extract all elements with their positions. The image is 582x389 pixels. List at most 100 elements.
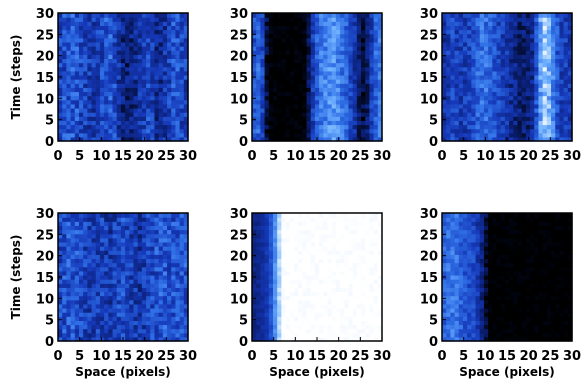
heatmap-cell [272, 332, 278, 338]
heatmap-cell [70, 37, 76, 43]
heatmap-cell [356, 295, 362, 301]
heatmap-cell [483, 107, 489, 113]
heatmap-cell [281, 336, 287, 342]
heatmap-cell [373, 21, 379, 26]
heatmap-cell [116, 250, 122, 255]
heatmap-cell [133, 270, 139, 276]
heatmap-cell [542, 120, 548, 126]
heatmap-cell [369, 25, 375, 31]
heatmap-cell [454, 13, 460, 18]
heatmap-cell [277, 120, 282, 126]
heatmap-cell [256, 221, 261, 226]
heatmap-cell [513, 74, 519, 80]
heatmap-cell [171, 99, 177, 105]
heatmap-cell [492, 120, 498, 126]
heatmap-cell [373, 237, 379, 243]
heatmap-cell [335, 303, 341, 309]
heatmap-cell [66, 233, 72, 239]
heatmap-cell [171, 136, 177, 142]
heatmap-cell [260, 58, 266, 64]
heatmap-cell [352, 41, 358, 47]
heatmap-cell [340, 266, 345, 272]
heatmap-cell [475, 99, 481, 105]
heatmap-cell [183, 241, 189, 247]
heatmap-cell [104, 299, 109, 305]
heatmap-cell [289, 336, 295, 342]
heatmap-cell [162, 295, 168, 301]
heatmap-cell [104, 21, 109, 26]
heatmap-cell [365, 291, 371, 297]
heatmap-cell [108, 283, 114, 288]
heatmap-cell [83, 312, 88, 317]
heatmap-cell [87, 128, 93, 134]
heatmap-cell [277, 136, 282, 142]
heatmap-cell [78, 112, 84, 117]
heatmap-cell [488, 91, 493, 97]
x-tick-label: 15 [114, 149, 132, 164]
heatmap-cell [496, 33, 502, 39]
heatmap-cell [252, 312, 257, 317]
heatmap-cell [87, 312, 93, 317]
heatmap-cell [158, 54, 164, 60]
heatmap-cell [66, 225, 72, 231]
heatmap-cell [70, 83, 76, 88]
heatmap-cell [555, 33, 561, 39]
heatmap-cell [302, 303, 308, 309]
heatmap-cell [479, 21, 485, 26]
heatmap-cell [517, 46, 523, 51]
heatmap-cell [108, 332, 114, 338]
heatmap-cell [104, 87, 109, 93]
heatmap-cell [146, 279, 151, 284]
heatmap-cell [504, 33, 510, 39]
heatmap-cell [471, 74, 477, 80]
heatmap-cell [525, 103, 531, 109]
heatmap-cell [306, 120, 312, 126]
heatmap-cell [171, 58, 177, 64]
heatmap-cell [129, 62, 135, 68]
heatmap-cell [340, 41, 345, 47]
heatmap-cell [298, 46, 303, 51]
heatmap-cell [546, 99, 552, 105]
heatmap-cell [310, 233, 316, 239]
heatmap-cell [289, 307, 295, 313]
heatmap-cell [542, 95, 548, 101]
heatmap-cell [260, 254, 266, 260]
heatmap-cell [104, 221, 109, 226]
heatmap-cell [277, 29, 282, 35]
heatmap-cell [369, 83, 375, 88]
heatmap-cell [95, 25, 101, 31]
heatmap-cell [260, 83, 266, 88]
heatmap-cells [58, 213, 189, 342]
heatmap-cell [281, 237, 287, 243]
heatmap-cell [175, 37, 181, 43]
heatmap-cell [70, 274, 76, 280]
heatmap-cell [500, 58, 506, 64]
heatmap-cell [91, 25, 97, 31]
heatmap-cell [162, 241, 168, 247]
heatmap-cell [319, 217, 324, 222]
heatmap-cell [125, 307, 130, 313]
heatmap-cell [555, 54, 561, 60]
heatmap-cell [504, 21, 510, 26]
heatmap-cell [268, 241, 274, 247]
heatmap-cell [175, 332, 181, 338]
heatmap-cell [467, 95, 472, 101]
heatmap-cell [66, 266, 72, 272]
y-tick-label: 25 [36, 228, 54, 243]
heatmap-cell [91, 46, 97, 51]
heatmap-cell [162, 37, 168, 43]
heatmap-cell [58, 328, 63, 334]
heatmap-cell [567, 83, 573, 88]
heatmap-cell [509, 79, 514, 84]
heatmap-cell [517, 128, 523, 134]
heatmap-cell [264, 295, 270, 301]
heatmap-cell [146, 25, 151, 31]
heatmap-cell [264, 221, 270, 226]
heatmap-cell [83, 336, 88, 342]
heatmap-cell [563, 25, 569, 31]
heatmap-cell [563, 54, 569, 60]
heatmap-cell [504, 50, 510, 55]
heatmap-cell [298, 21, 303, 26]
heatmap-cell [340, 283, 345, 288]
heatmap-cell [479, 116, 485, 121]
